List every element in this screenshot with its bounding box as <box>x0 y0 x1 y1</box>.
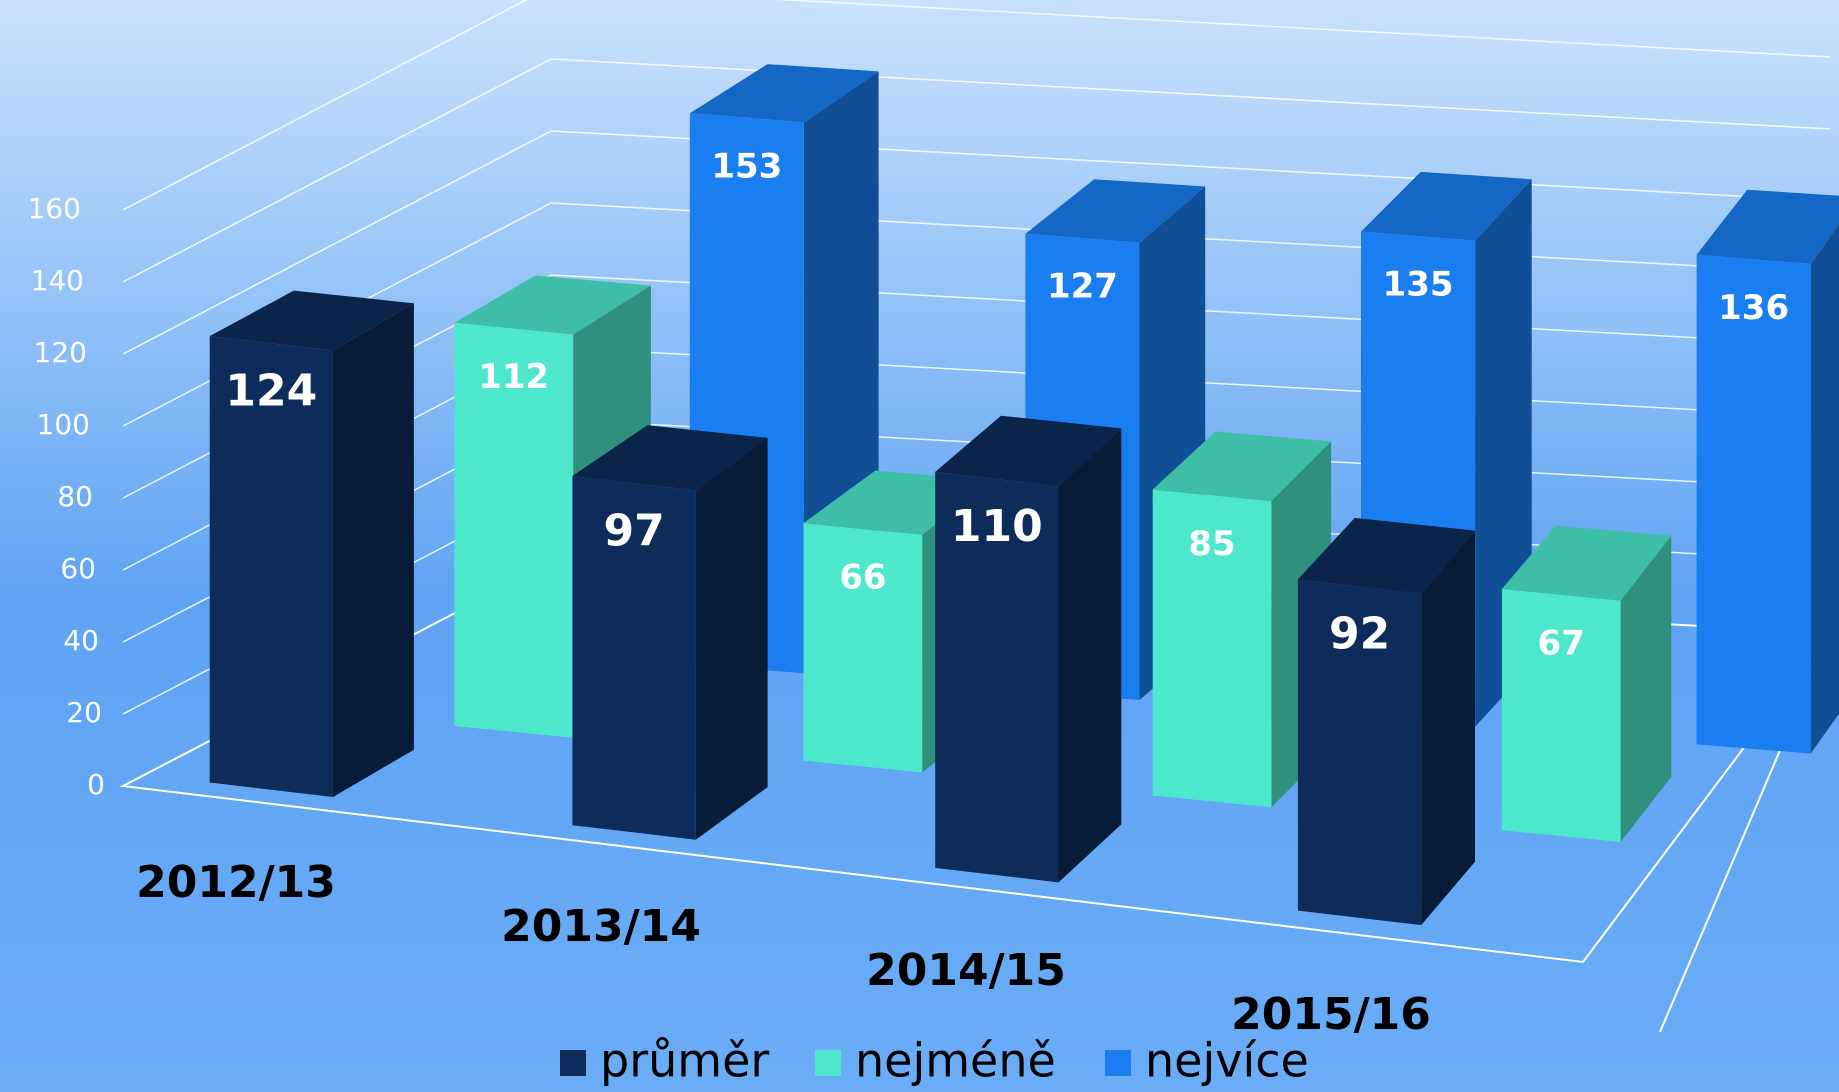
legend-label: nejméně <box>855 1034 1056 1088</box>
bar-top <box>935 415 1122 487</box>
y-tick-label: 160 <box>28 192 81 225</box>
legend-swatch <box>1105 1050 1131 1076</box>
y-tick-label: 140 <box>31 264 84 297</box>
grid-line <box>122 130 1831 355</box>
bar <box>1297 579 1422 926</box>
bar-side <box>695 437 768 840</box>
bar-top <box>454 275 651 335</box>
bar-side <box>1810 224 1839 754</box>
x-tick-label: 2015/16 <box>1231 989 1431 1040</box>
bar-top <box>209 290 414 351</box>
bar <box>935 471 1059 883</box>
bar-3d: 124 <box>209 290 414 797</box>
bar-top <box>689 64 879 123</box>
legend-swatch <box>560 1050 586 1076</box>
bar <box>1696 254 1811 754</box>
bar-top <box>572 425 768 491</box>
y-tick-label: 60 <box>60 552 96 585</box>
value-label: 112 <box>478 357 549 397</box>
value-label: 92 <box>1329 609 1390 660</box>
bar-top <box>1361 171 1532 241</box>
bar <box>454 322 574 738</box>
bar-top <box>1501 525 1672 601</box>
bar-side <box>1421 530 1475 926</box>
y-tick-label: 20 <box>66 696 102 729</box>
value-label: 66 <box>839 558 886 598</box>
bar-top <box>1696 189 1839 264</box>
bar-side <box>333 303 414 797</box>
value-label: 136 <box>1718 288 1789 328</box>
value-label: 110 <box>951 501 1043 552</box>
bar-3d: 92 <box>1297 517 1475 926</box>
bar <box>572 476 696 840</box>
value-label: 135 <box>1383 265 1454 305</box>
value-label: 124 <box>225 365 317 416</box>
legend-label: nejvíce <box>1145 1034 1309 1088</box>
x-tick-label: 2013/14 <box>501 901 701 952</box>
bar-side <box>1620 535 1672 842</box>
bar-top <box>1025 179 1206 243</box>
bar <box>209 336 333 797</box>
y-tick-label: 120 <box>34 336 87 369</box>
y-tick-label: 100 <box>37 408 90 441</box>
bar <box>1152 489 1272 808</box>
value-label: 85 <box>1188 524 1235 564</box>
grid-line <box>122 0 1831 211</box>
legend-swatch <box>815 1050 841 1076</box>
x-tick-label: 2012/13 <box>136 857 336 908</box>
bar-side <box>1058 428 1122 883</box>
y-tick-label: 40 <box>63 624 99 657</box>
value-label: 153 <box>711 146 782 186</box>
y-tick-label: 80 <box>57 480 93 513</box>
bar-top <box>1297 517 1475 594</box>
bar-3d: 67 <box>1501 525 1672 842</box>
value-label: 127 <box>1047 267 1118 307</box>
legend-label: průměr <box>600 1034 769 1088</box>
bar-3d: 110 <box>935 415 1122 883</box>
bar <box>1501 589 1621 842</box>
value-label: 97 <box>603 505 664 556</box>
x-tick-label: 2014/15 <box>866 945 1066 996</box>
value-label: 67 <box>1538 623 1585 663</box>
y-tick-label: 0 <box>87 768 105 801</box>
bar-3d: 136 <box>1696 189 1839 754</box>
bar-3d: 97 <box>572 425 768 840</box>
grid-line <box>122 58 1831 283</box>
bar <box>803 523 923 773</box>
bar-top <box>1152 431 1332 502</box>
